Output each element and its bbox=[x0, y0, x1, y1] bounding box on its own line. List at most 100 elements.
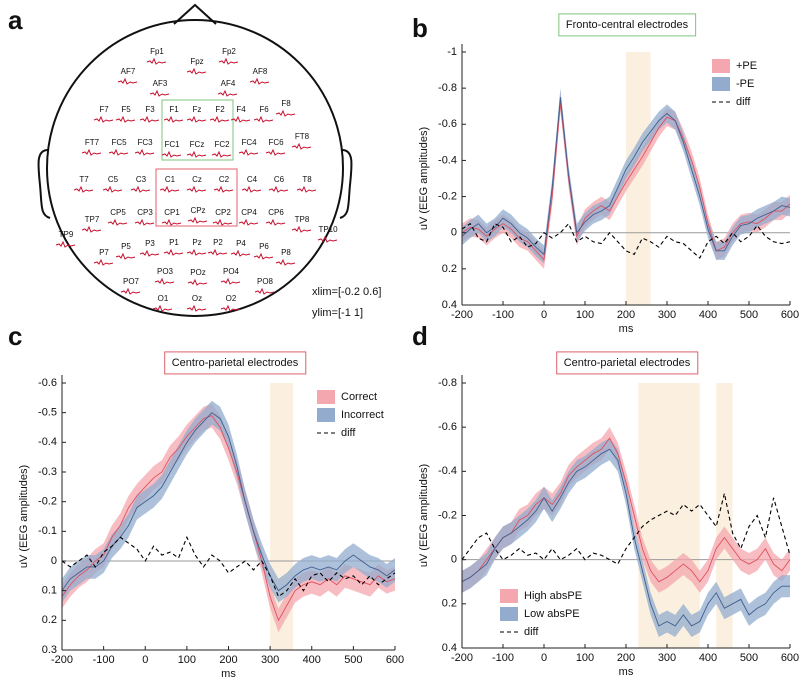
electrode-waveform bbox=[146, 57, 167, 65]
x-tick-label: -100 bbox=[492, 652, 514, 664]
electrode-waveform bbox=[291, 142, 312, 150]
electrode-label: PO4 bbox=[223, 267, 240, 276]
x-tick-label: 300 bbox=[261, 654, 279, 666]
panel-letter: b bbox=[412, 13, 428, 43]
electrode-label: Fpz bbox=[190, 57, 203, 66]
legend-label: Incorrect bbox=[341, 409, 384, 421]
electrode-waveform bbox=[159, 185, 180, 193]
electrode-waveform bbox=[291, 225, 312, 233]
chart-title: Fronto-central electrodes bbox=[566, 19, 689, 31]
electrode-waveform bbox=[134, 148, 155, 156]
x-tick-label: 200 bbox=[617, 652, 635, 664]
y-tick-label: -0.4 bbox=[38, 436, 57, 448]
y-tick-label: -0.5 bbox=[38, 407, 57, 419]
electrode-waveform bbox=[161, 150, 182, 158]
y-tick-label: -0.3 bbox=[38, 466, 57, 478]
electrode-label: F8 bbox=[281, 99, 291, 108]
x-tick-label: 300 bbox=[658, 309, 676, 321]
electrode-waveform bbox=[268, 185, 289, 193]
series-line bbox=[461, 493, 791, 565]
y-tick-label: -1 bbox=[447, 46, 457, 58]
electrode-waveform bbox=[209, 115, 230, 123]
electrode-waveform bbox=[211, 150, 232, 158]
electrode-label: P1 bbox=[169, 238, 179, 247]
electrode-label: C1 bbox=[165, 175, 176, 184]
error-band bbox=[462, 88, 790, 264]
legend-swatch bbox=[712, 59, 730, 73]
annotation: ylim=[-1 1] bbox=[312, 307, 363, 319]
electrode-label: F5 bbox=[121, 105, 131, 114]
electrode-waveform bbox=[154, 277, 175, 285]
electrode-label: FC5 bbox=[111, 138, 127, 147]
x-tick-label: 100 bbox=[178, 654, 196, 666]
plot bbox=[61, 383, 396, 650]
electrode-label: O1 bbox=[158, 294, 169, 303]
annotation: xlim=[-0.2 0.6] bbox=[312, 286, 381, 298]
y-tick-label: 0.1 bbox=[42, 585, 57, 597]
electrode-label: F3 bbox=[145, 105, 155, 114]
title-box bbox=[558, 13, 697, 37]
head-outline bbox=[37, 3, 353, 317]
electrode-waveform bbox=[186, 304, 207, 312]
electrode-waveform bbox=[238, 148, 259, 156]
electrode-waveform bbox=[186, 67, 207, 75]
electrode-waveform bbox=[218, 57, 239, 65]
x-tick-label: 200 bbox=[617, 309, 635, 321]
electrode-label: AF8 bbox=[253, 67, 268, 76]
y-tick-label: -0.1 bbox=[38, 525, 57, 537]
series-line bbox=[461, 437, 791, 583]
y-tick-label: 0.3 bbox=[42, 644, 57, 656]
electrode-label: F6 bbox=[259, 105, 269, 114]
x-tick-label: 100 bbox=[576, 309, 594, 321]
legend-label: +PE bbox=[736, 60, 757, 72]
x-tick-label: -100 bbox=[93, 654, 115, 666]
electrode-label: F2 bbox=[215, 105, 225, 114]
electrode-label: AF4 bbox=[221, 79, 236, 88]
y-tick-label: -0.4 bbox=[438, 154, 457, 166]
electrode-label: FT8 bbox=[295, 132, 310, 141]
x-tick-label: 0 bbox=[142, 654, 148, 666]
y-tick-label: 0 bbox=[451, 227, 457, 239]
x-axis-label: ms bbox=[221, 668, 236, 678]
electrode-waveform bbox=[55, 240, 76, 248]
electrode-waveform bbox=[317, 235, 338, 243]
electrode-label: Oz bbox=[192, 294, 202, 303]
x-tick-label: 0 bbox=[541, 652, 547, 664]
y-tick-label: -0.2 bbox=[438, 509, 457, 521]
electrode-label: CP5 bbox=[110, 208, 126, 217]
electrode-label: FC4 bbox=[241, 138, 257, 147]
x-axis-label: ms bbox=[619, 666, 634, 678]
x-tick-label: -200 bbox=[451, 652, 473, 664]
y-tick-label: -0.6 bbox=[38, 377, 57, 389]
electrode-label: C5 bbox=[108, 175, 119, 184]
electrode-label: Cz bbox=[192, 175, 202, 184]
panel-letter: c bbox=[8, 321, 22, 351]
electrode-waveform bbox=[130, 185, 151, 193]
electrode-waveform bbox=[217, 89, 238, 97]
electrode-label: P4 bbox=[236, 239, 246, 248]
legend-label: High absPE bbox=[524, 590, 582, 602]
electrode-waveform bbox=[120, 287, 141, 295]
y-tick-label: 0.2 bbox=[442, 598, 457, 610]
highlight-window bbox=[716, 383, 733, 648]
electrode-label: PO8 bbox=[257, 277, 274, 286]
electrode-label: FC2 bbox=[214, 140, 230, 149]
electrode-label: CP1 bbox=[164, 208, 180, 217]
x-tick-label: 400 bbox=[303, 654, 321, 666]
electrode-label: CP6 bbox=[268, 208, 284, 217]
title-box bbox=[164, 351, 307, 375]
y-tick-label: -0.8 bbox=[438, 82, 457, 94]
electrode-label: CP4 bbox=[241, 208, 257, 217]
y-tick-label: -0.4 bbox=[438, 465, 457, 477]
x-axis-label: ms bbox=[619, 323, 634, 335]
electrode-waveform bbox=[253, 115, 274, 123]
x-tick-label: 600 bbox=[386, 654, 404, 666]
electrode-label: FC6 bbox=[268, 138, 284, 147]
legend-swatch bbox=[317, 390, 335, 404]
electrode-waveform bbox=[212, 218, 233, 226]
x-tick-label: -100 bbox=[492, 309, 514, 321]
title-box bbox=[556, 351, 699, 375]
electrode-label: CP2 bbox=[215, 208, 231, 217]
electrode-label: Fp1 bbox=[150, 47, 164, 56]
